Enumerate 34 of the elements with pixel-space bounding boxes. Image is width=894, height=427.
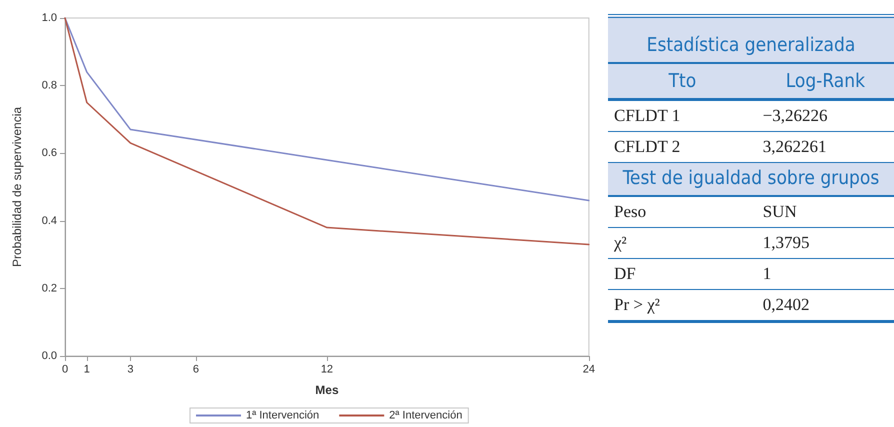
text: Peso xyxy=(608,196,757,228)
legend-label: 1ª Intervención xyxy=(246,410,320,422)
text: Pr > χ² xyxy=(608,290,757,322)
x-tick-label: 6 xyxy=(192,364,200,376)
y-tick-label: 0.8 xyxy=(42,80,57,92)
text: CFLDT 2 xyxy=(608,132,757,162)
y-tick-label: 0.6 xyxy=(42,147,57,160)
text: 0,2402 xyxy=(756,290,894,322)
x-tick-label: 24 xyxy=(582,364,596,376)
text: 3,262261 xyxy=(756,132,894,162)
legend-label: 2ª Intervención xyxy=(389,410,462,422)
x-tick-label: 3 xyxy=(127,364,134,376)
line-series xyxy=(64,17,590,246)
text: Tto xyxy=(608,63,757,100)
y-axis-title: Probabilidad de supervivencia xyxy=(10,106,24,268)
text: 1 xyxy=(756,258,894,290)
line-series xyxy=(64,17,590,202)
text: DF xyxy=(608,258,757,290)
text: Test de igualdad sobre grupos xyxy=(608,162,894,196)
text: −3,26226 xyxy=(756,100,894,132)
text: χ² xyxy=(608,228,757,258)
text: CFLDT 1 xyxy=(608,100,757,132)
text: SUN xyxy=(756,196,894,228)
x-tick-label: 1 xyxy=(84,364,90,376)
text: Log-Rank xyxy=(756,63,894,100)
x-tick-label: 0 xyxy=(62,364,68,376)
y-tick-label: 1.0 xyxy=(42,12,57,24)
y-tick-label: 0.2 xyxy=(42,282,57,294)
text: Estadística generalizada xyxy=(608,16,894,63)
y-tick-label: 0.0 xyxy=(42,350,57,362)
text: 1,3795 xyxy=(756,228,894,258)
x-tick-label: 12 xyxy=(320,364,334,376)
y-tick-label: 0.4 xyxy=(42,214,57,227)
x-axis-title: Mes xyxy=(315,383,339,397)
